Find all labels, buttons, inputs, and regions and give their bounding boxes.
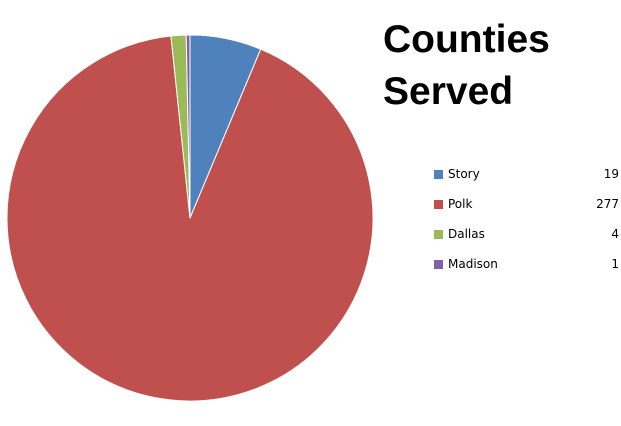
legend-swatch-story — [434, 170, 443, 179]
legend-swatch-polk — [434, 200, 443, 209]
legend-label-madison: Madison — [448, 257, 498, 271]
legend-value-story: 19 — [603, 167, 619, 181]
chart-title: Counties Served — [383, 14, 613, 118]
legend: Story 19 Polk 277 Dallas 4 Madison 1 — [434, 164, 619, 284]
legend-label-dallas: Dallas — [448, 227, 485, 241]
legend-swatch-dallas — [434, 230, 443, 239]
legend-item-dallas: Dallas 4 — [434, 224, 619, 254]
chart-title-line-1: Counties — [383, 18, 550, 61]
pie-slice-madison — [185, 34, 191, 219]
legend-item-story: Story 19 — [434, 164, 619, 194]
legend-swatch-madison — [434, 260, 443, 269]
legend-value-dallas: 4 — [611, 227, 619, 241]
legend-label-polk: Polk — [448, 197, 473, 211]
legend-value-polk: 277 — [596, 197, 619, 211]
legend-value-madison: 1 — [611, 257, 619, 271]
legend-label-story: Story — [448, 167, 480, 181]
legend-item-polk: Polk 277 — [434, 194, 619, 224]
chart-title-line-2: Served — [383, 70, 514, 113]
legend-item-madison: Madison 1 — [434, 254, 619, 284]
